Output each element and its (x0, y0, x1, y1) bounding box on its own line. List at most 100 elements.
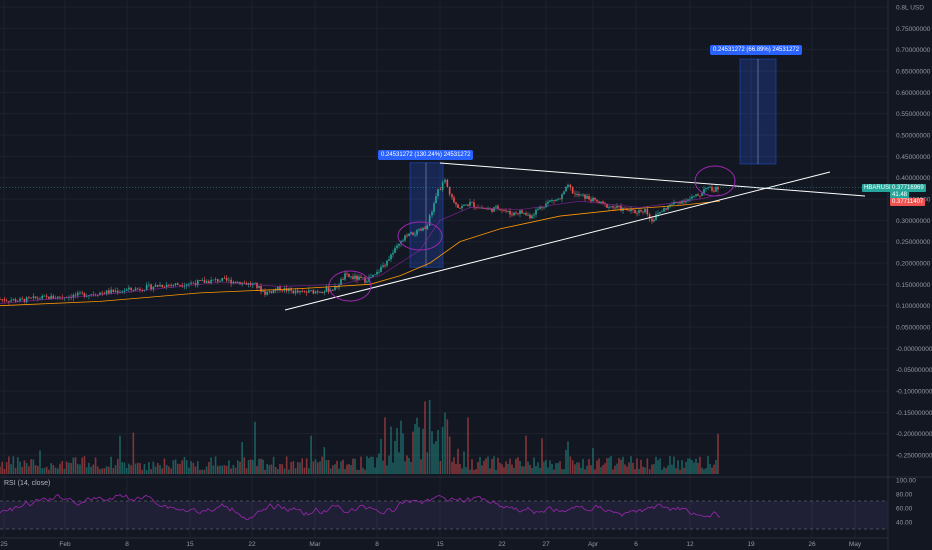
measure-label-1: 0.24531272 (130.24%) 24531272 (378, 150, 474, 160)
volume-bar (651, 464, 653, 474)
candle-body (563, 191, 565, 195)
candle-body (254, 282, 256, 284)
volume-bar (509, 458, 511, 474)
volume-bar (194, 466, 197, 474)
volume-bar (638, 468, 640, 474)
volume-bar (586, 465, 588, 474)
volume-bar (495, 469, 497, 474)
price-axis-label: -0.00000000 (896, 346, 932, 353)
volume-bar (190, 461, 192, 474)
volume-bar (467, 417, 469, 474)
volume-bar (314, 459, 317, 474)
price-axis-label: 0.8L USD (896, 5, 924, 12)
candle-body (279, 286, 281, 291)
candle-body (1, 299, 4, 301)
symbol-tag: HBARUSD (862, 184, 896, 192)
volume-bar (505, 461, 507, 474)
volume-bar (249, 459, 252, 474)
candle-body (610, 206, 612, 208)
time-axis[interactable]: 25 Feb 8 15 22 Mar 8 15 22 27 Apr 6 12 19 26 May (0, 537, 888, 548)
candle-body (392, 252, 394, 255)
candle-body (501, 209, 503, 211)
candle-body (123, 290, 126, 292)
volume-bar (12, 456, 15, 474)
candle-body (614, 207, 616, 209)
candle-body (412, 232, 414, 235)
candle-body (59, 296, 61, 298)
candle-body (424, 227, 426, 229)
support-trendline (284, 171, 831, 311)
volume-bar (168, 466, 170, 474)
volume-bar (689, 458, 691, 474)
volume-bar (172, 460, 175, 474)
volume-bar (392, 462, 394, 474)
volume-bar (539, 467, 541, 474)
volume-bar (622, 456, 624, 474)
volume-bar (673, 456, 675, 474)
volume-bar (165, 464, 168, 474)
candle-body (301, 291, 304, 292)
price-axis[interactable]: 0.8L USD 0.75000000 0.70000000 0.65000000 0.… (887, 0, 932, 550)
volume-bar (677, 460, 679, 474)
volume-bar (338, 468, 340, 474)
trend-lines (0, 162, 888, 311)
volume-bar (236, 460, 239, 474)
candle-body (199, 280, 201, 281)
price-axis-label: -0.05000000 (896, 367, 932, 374)
candle-body (584, 194, 586, 199)
volume-bar (176, 463, 179, 474)
volume-bar (703, 469, 705, 474)
volume-bar (541, 438, 543, 474)
candle-body (703, 189, 705, 194)
volume-bar (264, 469, 266, 474)
volume-bar (79, 464, 81, 474)
volume-bar (402, 433, 404, 474)
price-axis-label: 0.70000000 (896, 47, 931, 54)
candle-body (543, 207, 545, 209)
candle-body (632, 208, 634, 210)
volume-bar (116, 458, 119, 474)
candle-body (334, 286, 336, 291)
volume-bar (571, 460, 574, 474)
volume-bar (511, 464, 513, 474)
candle-body (545, 203, 547, 208)
volume-bar (296, 462, 299, 474)
candle-body (292, 290, 295, 294)
candle-body (404, 235, 406, 241)
volume-bar (715, 459, 717, 474)
candle-body (582, 194, 584, 196)
candle-body (406, 235, 408, 237)
candle-body (243, 282, 246, 284)
candle-body (574, 193, 576, 195)
candle-body (356, 275, 358, 280)
candle-body (598, 201, 600, 204)
volume-bar (56, 468, 59, 474)
candle-body (362, 277, 364, 279)
candle-body (642, 211, 644, 213)
candle-body (711, 186, 713, 191)
candle-body (705, 188, 707, 190)
volume-bar (319, 461, 321, 474)
volume-bar (125, 468, 128, 474)
candle-body (459, 207, 461, 209)
candle-body (590, 199, 592, 202)
volume-bar (612, 469, 614, 474)
volume-bar (435, 441, 437, 474)
candle-body (505, 210, 507, 212)
volume-bar (208, 462, 210, 474)
candle-body (685, 200, 687, 203)
candle-body (398, 243, 400, 246)
candle-body (553, 200, 555, 202)
candle-body (426, 225, 429, 229)
volume-bar (616, 463, 618, 474)
candle-body (687, 199, 689, 201)
volume-bar (214, 456, 217, 474)
volume-bar (487, 456, 489, 474)
volume-bar (709, 464, 711, 474)
candle-body (358, 276, 360, 280)
volume-bar (384, 417, 386, 474)
candle-body (557, 198, 559, 200)
volume-bar (675, 468, 677, 474)
candle-body (83, 293, 86, 297)
